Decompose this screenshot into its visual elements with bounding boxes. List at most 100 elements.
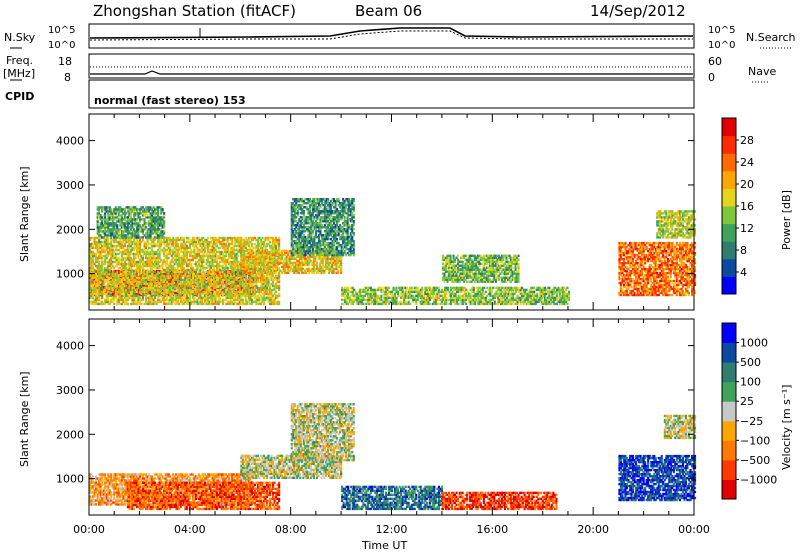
- power-cell: [175, 291, 178, 295]
- power-cell: [117, 271, 120, 275]
- power-cell: [240, 271, 243, 275]
- power-cell: [128, 254, 131, 258]
- power-cell: [93, 280, 96, 284]
- power-cell: [89, 256, 92, 260]
- power-cell: [164, 302, 167, 306]
- power-cell: [119, 262, 122, 266]
- power-cell: [155, 262, 158, 266]
- power-cell: [125, 286, 128, 290]
- power-cell: [161, 282, 164, 286]
- power-cell: [137, 302, 140, 306]
- power-cell: [164, 290, 167, 294]
- power-cell: [244, 274, 247, 278]
- power-cell: [158, 240, 161, 244]
- power-cell: [113, 250, 116, 254]
- power-cell: [141, 270, 144, 274]
- power-cell: [128, 294, 131, 298]
- power-cell: [158, 238, 161, 242]
- power-cell: [137, 282, 140, 286]
- power-cell: [122, 246, 125, 250]
- power-cell: [92, 274, 95, 278]
- power-cell: [96, 244, 99, 248]
- power-cell: [148, 264, 151, 268]
- power-cell: [129, 260, 132, 264]
- power-cell: [163, 238, 166, 242]
- power-cell: [169, 279, 172, 283]
- power-cell: [154, 238, 157, 242]
- power-cell: [126, 268, 129, 272]
- power-cell: [89, 254, 92, 258]
- cpid-panel: [88, 79, 695, 109]
- power-cell: [151, 268, 154, 272]
- power-cell: [276, 261, 279, 265]
- power-cell: [151, 276, 154, 280]
- power-cell: [155, 292, 158, 296]
- power-cell: [154, 286, 157, 290]
- power-cell: [111, 238, 114, 242]
- power-cell: [143, 290, 146, 294]
- power-cell: [108, 302, 111, 306]
- power-cell: [96, 240, 99, 244]
- power-cell: [120, 242, 123, 246]
- power-cell: [132, 274, 135, 278]
- power-cell: [114, 292, 117, 296]
- power-cell: [163, 220, 166, 223]
- power-cell: [128, 246, 131, 250]
- power-cell: [158, 252, 161, 256]
- power-cell: [149, 258, 152, 262]
- power-cell: [89, 280, 92, 284]
- power-cell: [234, 273, 237, 277]
- power-cell: [95, 269, 98, 273]
- power-cell: [128, 284, 131, 288]
- power-cell: [111, 274, 114, 278]
- power-cell: [164, 282, 167, 286]
- power-cell: [135, 268, 138, 272]
- power-cell: [154, 302, 157, 306]
- power-cell: [161, 266, 164, 270]
- power-cell: [102, 288, 105, 292]
- power-cell: [90, 258, 93, 262]
- power-cell: [105, 286, 108, 290]
- power-cell: [134, 296, 137, 300]
- power-cell: [116, 290, 119, 294]
- power-cell: [190, 275, 193, 279]
- power-cell: [123, 284, 126, 288]
- power-cell: [160, 286, 163, 290]
- power-cell: [138, 274, 141, 278]
- power-cell: [102, 302, 105, 306]
- power-cell: [157, 276, 160, 280]
- power-cell: [152, 258, 155, 262]
- power-cell: [98, 250, 101, 254]
- power-cell: [170, 279, 173, 283]
- power-cell: [120, 278, 123, 282]
- power-cell: [99, 254, 102, 258]
- power-cell: [151, 258, 154, 262]
- power-cell: [105, 260, 108, 264]
- freq-tick-bottom: 8: [64, 71, 71, 84]
- power-cell: [152, 298, 155, 302]
- power-cell: [152, 286, 155, 290]
- power-cell: [148, 256, 151, 260]
- power-cell: [95, 272, 98, 276]
- power-cell: [137, 289, 140, 293]
- power-cell: [119, 258, 122, 262]
- power-cell: [158, 266, 161, 270]
- power-cell: [107, 264, 110, 268]
- power-cell: [154, 284, 157, 288]
- power-cell: [278, 266, 281, 270]
- power-cell: [104, 262, 107, 266]
- power-cell: [113, 276, 116, 280]
- power-cell: [160, 288, 163, 292]
- power-cell: [163, 252, 166, 256]
- power-cell: [128, 252, 131, 256]
- power-cell: [146, 244, 149, 248]
- power-cell: [101, 262, 104, 266]
- power-cell: [126, 296, 129, 300]
- power-cell: [158, 269, 161, 273]
- power-cell: [92, 250, 95, 254]
- power-cell: [141, 274, 144, 278]
- power-cell: [145, 246, 148, 250]
- power-cell: [108, 248, 111, 252]
- power-cell: [90, 300, 93, 304]
- power-cell: [114, 264, 117, 268]
